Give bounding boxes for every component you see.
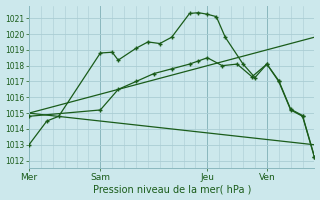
X-axis label: Pression niveau de la mer( hPa ): Pression niveau de la mer( hPa ) — [92, 184, 251, 194]
